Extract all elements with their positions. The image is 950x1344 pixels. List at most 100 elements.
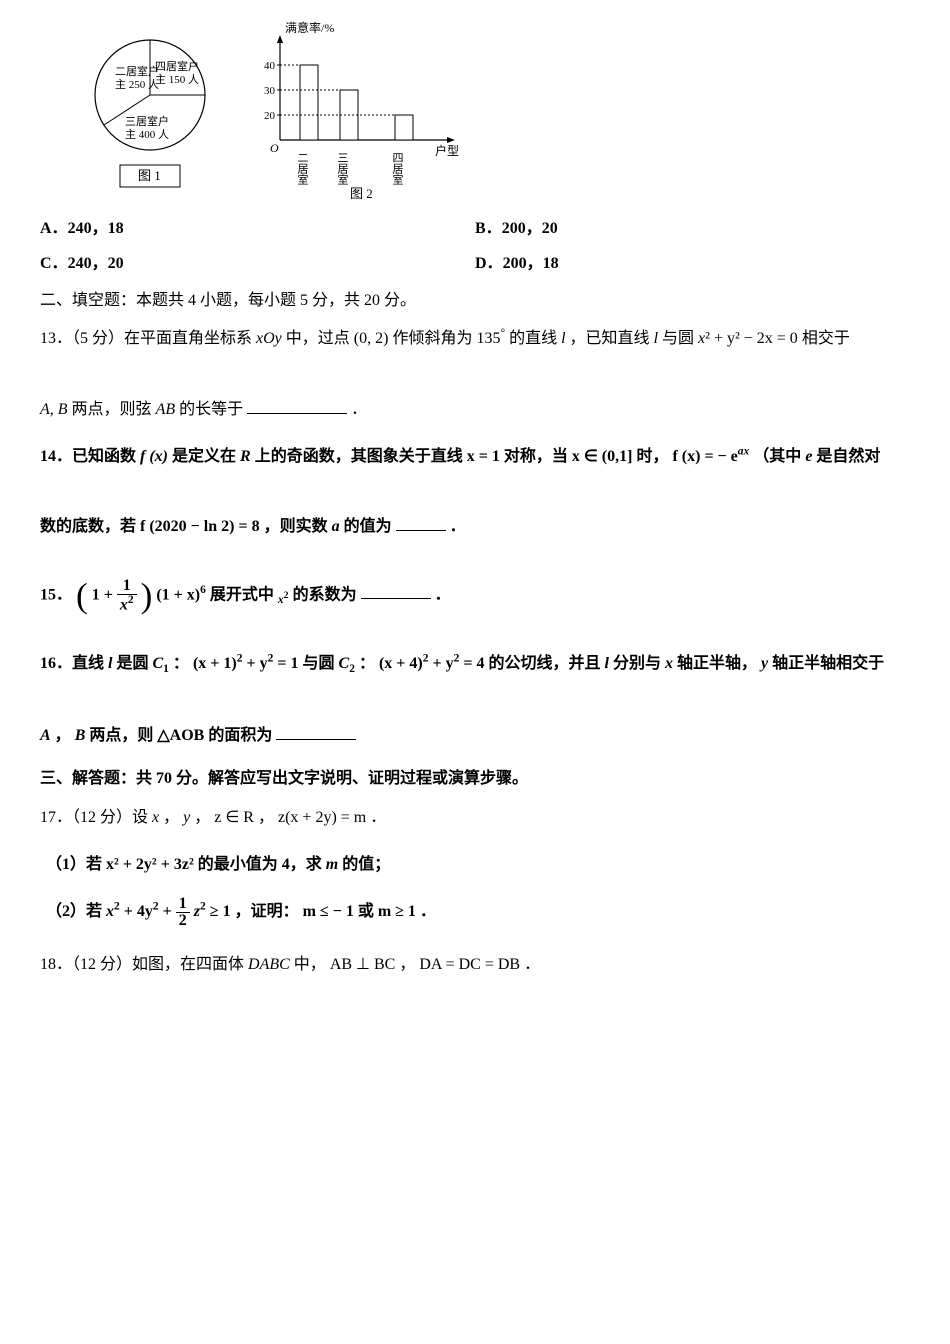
q15-one: 1 xyxy=(92,586,100,603)
q18-comma: ， xyxy=(399,956,415,973)
q17-zin: z ∈ R xyxy=(214,809,254,826)
q15-x2: x2 xyxy=(278,594,289,606)
problem-14: 14．已知函数 f (x) 是定义在 R 上的奇函数，其图象关于直线 x = 1… xyxy=(40,439,910,545)
q16-tri: △AOB xyxy=(157,727,204,744)
q15-frac: 1 x2 xyxy=(117,578,137,613)
q17-2-xexp: 2 xyxy=(114,901,120,913)
q17-c2: ， xyxy=(194,809,210,826)
q17-2-frac: 1 2 xyxy=(176,896,190,929)
q14-feq-base: f (x) = − e xyxy=(672,448,737,465)
q16-y: y xyxy=(761,655,768,672)
option-a-text: 240，18 xyxy=(68,220,124,237)
q17-1-t2: 的值； xyxy=(342,856,390,873)
bar-3 xyxy=(395,115,413,140)
q17-x: x xyxy=(152,809,159,826)
pie-slice2-l1: 四居室户 xyxy=(155,59,199,73)
q13-circle-rest: ² + y² − 2x = 0 xyxy=(705,330,798,347)
problem-17: 17．（12 分）设 x ， y ， z ∈ R ， z(x + 2y) = m… xyxy=(40,800,910,835)
ytick-20: 20 xyxy=(264,110,276,122)
q14-feq: f (x) = − eax xyxy=(672,448,749,465)
q16-t3: 的公切线，并且 xyxy=(489,655,605,672)
bar-chart-svg: 满意率/% 40 30 20 O 二居室 三居室 四居室 户型 xyxy=(250,20,480,200)
q17-c1: ， xyxy=(163,809,179,826)
q17-2-plus: + xyxy=(163,903,176,920)
q17-1-t1: 的最小值为 4，求 xyxy=(198,856,326,873)
q14-t5: （其中 xyxy=(753,448,805,465)
pie-slice1-l1: 二居室户 xyxy=(115,64,159,78)
q14-t4: 时， xyxy=(636,448,668,465)
q15-t1: 展开式中 xyxy=(210,586,278,603)
q18-body: DABC xyxy=(248,956,290,973)
bar-ylabel: 满意率/% xyxy=(285,20,334,35)
bar-xlabel: 户型 xyxy=(435,143,459,158)
q16-t1: 是圆 xyxy=(116,655,152,672)
q12-options-row-2: C．240，20 D．200，18 xyxy=(40,250,910,279)
q18-cond2: DA = DC = DB xyxy=(419,956,520,973)
q17-2-ge: ≥ 1 xyxy=(210,903,231,920)
q16-blank xyxy=(276,724,356,740)
q14-t6: 是自然对 xyxy=(816,448,880,465)
q13-t4: ，已知直线 xyxy=(570,330,654,347)
q16-eq2c: = 4 xyxy=(459,655,484,672)
q16-x: x xyxy=(665,655,673,672)
q16-C1: C xyxy=(152,655,163,672)
option-b-text: 200，20 xyxy=(502,220,558,237)
q15-frac-x: x xyxy=(120,596,128,613)
q16-eq1: (x + 1)2 + y2 = 1 xyxy=(193,655,299,672)
figures-row: 二居室户 主 250 人 四居室户 主 150 人 三居室户 主 400 人 图… xyxy=(70,20,910,200)
q13-tail: ． xyxy=(351,401,367,418)
q16-prefix: 16．直线 xyxy=(40,655,108,672)
figure-2-caption: 图 2 xyxy=(350,186,373,200)
q15-t2: 的系数为 xyxy=(293,586,357,603)
q17-2-t1: ，证明： xyxy=(235,903,299,920)
q16-C2: C xyxy=(339,655,350,672)
q14-e: e xyxy=(805,448,812,465)
q17-1-expr: x² + 2y² + 3z² xyxy=(106,856,194,873)
q16-colon1: ： xyxy=(173,655,189,672)
option-c: C．240，20 xyxy=(40,250,475,279)
q14-t2: 上的奇函数，其图象关于直线 xyxy=(255,448,467,465)
pie-chart-svg: 二居室户 主 250 人 四居室户 主 150 人 三居室户 主 400 人 图… xyxy=(70,20,230,200)
q16-colon2: ： xyxy=(359,655,375,672)
q15-tail: ． xyxy=(435,586,451,603)
cat-1: 二居室 xyxy=(296,152,309,185)
q16-B: B xyxy=(75,727,86,744)
q15-exp6: 6 xyxy=(200,584,206,596)
problem-13: 13．（5 分）在平面直角坐标系 xOy 中，过点 (0, 2) 作倾斜角为 1… xyxy=(40,321,910,427)
section-3-title: 三、解答题：共 70 分。解答应写出文字说明、证明过程或演算步骤。 xyxy=(40,765,910,794)
q18-prefix: 18．（12 分）如图，在四面体 xyxy=(40,956,248,973)
q16-eq1c: = 1 xyxy=(273,655,298,672)
q15-plus: + xyxy=(104,586,113,603)
q14-t7: ，则实数 xyxy=(264,518,332,535)
q16-eq2a: (x + 4) xyxy=(379,655,423,672)
q13-t7: 两点，则弦 xyxy=(72,401,156,418)
q18-cond1: AB ⊥ BC xyxy=(330,956,396,973)
q17-2-x: x xyxy=(106,903,114,920)
problem-15: 15． ( 1 + 1 x2 ) (1 + x)6 展开式中 x2 的系数为 ． xyxy=(40,557,910,634)
q13-t8: 的长等于 xyxy=(179,401,243,418)
q16-t7: 两点，则 xyxy=(89,727,157,744)
ytick-30: 30 xyxy=(264,85,276,97)
option-d: D．200，18 xyxy=(475,250,910,279)
section-2-title: 二、填空题：本题共 4 小题，每小题 5 分，共 20 分。 xyxy=(40,287,910,316)
q16-eq2: (x + 4)2 + y2 = 4 xyxy=(379,655,485,672)
q13-l: l xyxy=(561,330,565,347)
q17-y: y xyxy=(183,809,190,826)
q13-deg: ° xyxy=(500,328,505,340)
q13-ab: A, B xyxy=(40,401,68,418)
q13-blank xyxy=(247,398,347,414)
q15-x2-exp: 2 xyxy=(284,590,289,601)
q16-C2sub: 2 xyxy=(349,663,355,675)
q16-eq1b: + y xyxy=(242,655,267,672)
q18-tail: ． xyxy=(524,956,540,973)
q16-t2: 与圆 xyxy=(303,655,339,672)
q13-t2: 作倾斜角为 xyxy=(392,330,476,347)
q13-t1: 中，过点 xyxy=(286,330,354,347)
origin-o: O xyxy=(270,141,279,155)
q15-frac-bot: x2 xyxy=(117,595,137,613)
q13-t3: 的直线 xyxy=(509,330,561,347)
q13-prefix: 13．（5 分）在平面直角坐标系 xyxy=(40,330,256,347)
q15-prefix: 15． xyxy=(40,586,72,603)
q13-angle: 135 xyxy=(476,330,500,347)
q17-2-concl: m ≤ − 1 或 m ≥ 1 xyxy=(303,903,416,920)
